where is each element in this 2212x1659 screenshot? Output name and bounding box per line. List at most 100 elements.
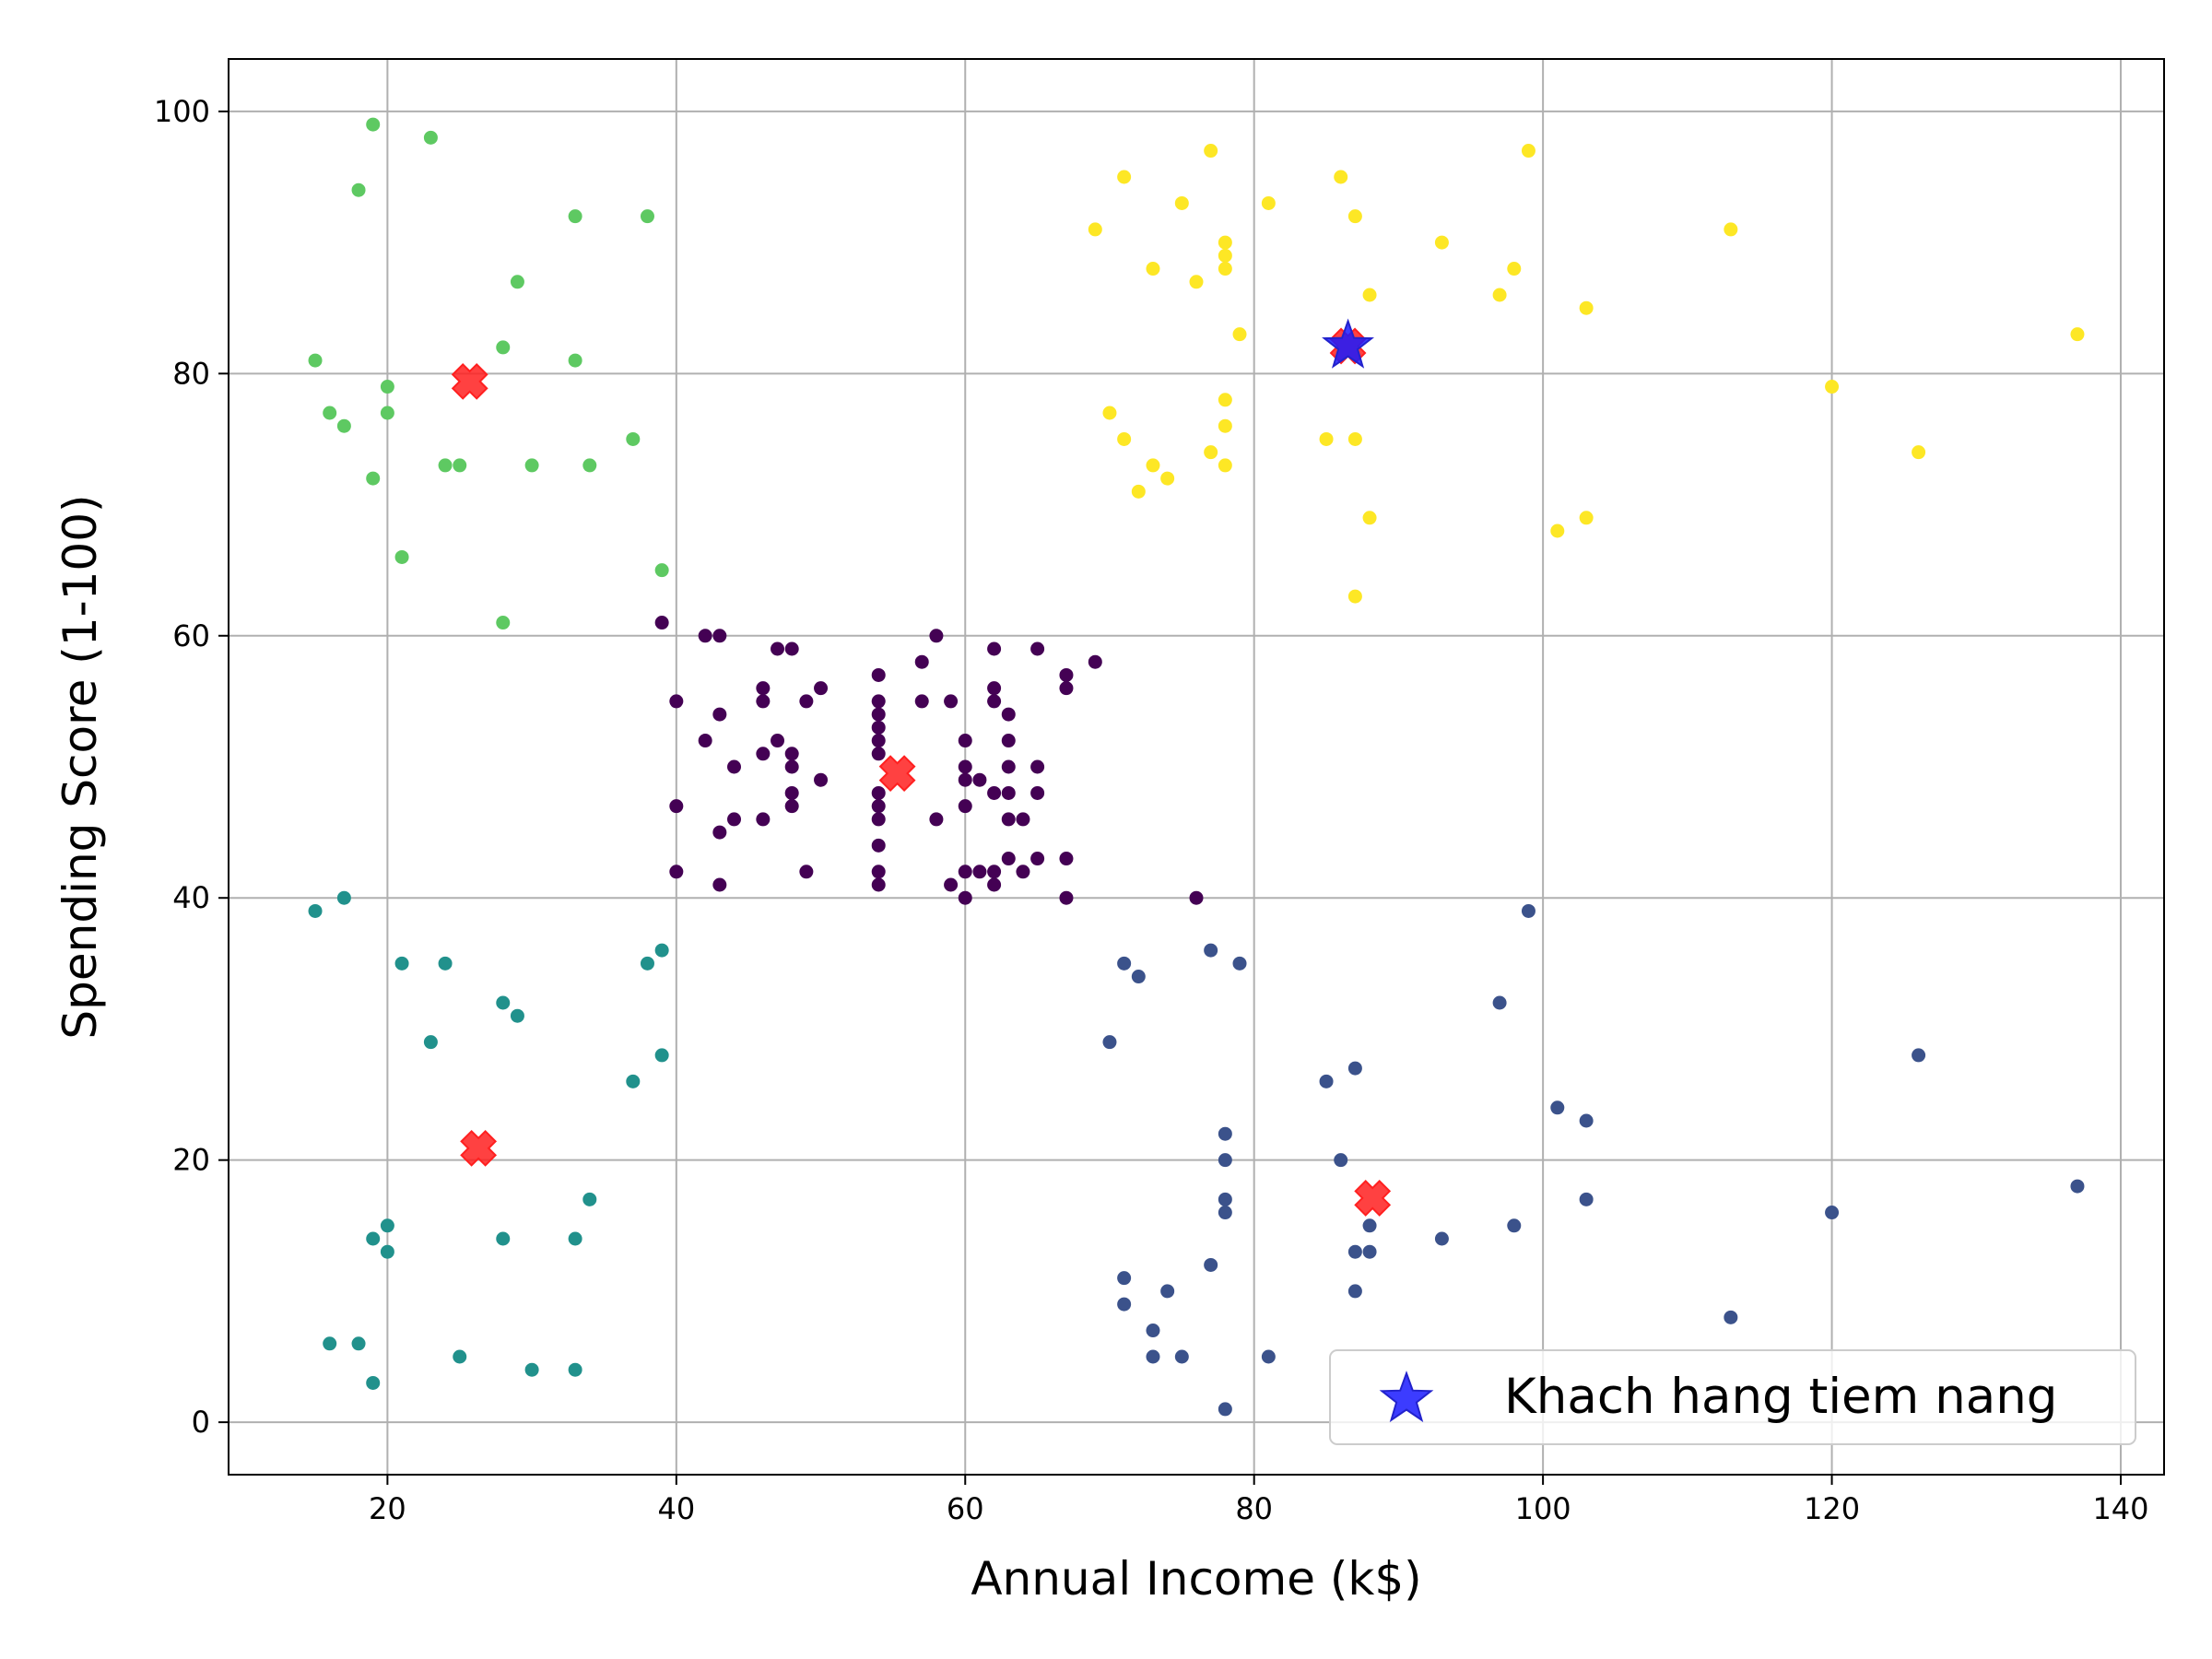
data-point (784, 759, 799, 774)
data-point (380, 406, 394, 420)
data-point (756, 694, 771, 709)
data-point (799, 865, 814, 879)
data-point (784, 785, 799, 800)
data-point (1174, 195, 1189, 210)
data-point (308, 903, 323, 918)
data-point (1507, 1218, 1522, 1233)
data-point (1204, 445, 1218, 460)
data-point (1030, 785, 1045, 800)
y-axis-label: Spending Score (1-100) (53, 494, 107, 1039)
data-point (1362, 511, 1377, 525)
x-tick-label: 40 (657, 1491, 695, 1526)
data-point (958, 865, 972, 879)
data-point (380, 1218, 394, 1233)
data-point (1362, 288, 1377, 302)
data-point (654, 616, 669, 630)
data-point (1550, 524, 1565, 538)
data-point (1131, 484, 1146, 499)
data-point (1218, 1153, 1232, 1168)
data-point (496, 340, 511, 355)
data-point (1160, 1284, 1175, 1299)
data-point (1218, 248, 1232, 263)
data-point (640, 209, 654, 224)
legend-star (1379, 1371, 1434, 1423)
centroid-marker (1354, 1179, 1392, 1217)
data-point (1492, 995, 1507, 1010)
data-point (871, 720, 886, 735)
data-point (987, 865, 1002, 879)
data-point (1362, 1218, 1377, 1233)
data-point (871, 812, 886, 827)
data-point (1146, 1324, 1160, 1338)
data-point (756, 681, 771, 696)
data-point (1912, 445, 1926, 460)
data-point (712, 877, 727, 892)
data-point (626, 1074, 641, 1088)
data-point (366, 1375, 381, 1390)
data-point (987, 681, 1002, 696)
axis-ticks: 20 40 60 80 100 120 140 0 20 40 60 80 100 (154, 94, 2149, 1526)
data-point (871, 667, 886, 682)
x-tick-label: 100 (1515, 1491, 1571, 1526)
legend-star-icon (1379, 1371, 1434, 1423)
x-tick-label: 120 (1804, 1491, 1860, 1526)
data-point (453, 458, 467, 473)
data-point (568, 353, 582, 368)
data-point (972, 772, 987, 787)
data-point (1334, 170, 1348, 184)
y-tick-label: 100 (154, 94, 210, 129)
x-tick-label: 140 (2092, 1491, 2148, 1526)
data-point (958, 759, 972, 774)
data-point (1218, 1126, 1232, 1141)
data-point (380, 1244, 394, 1259)
data-point (582, 1192, 597, 1206)
data-point (496, 616, 511, 630)
x-tick-label: 20 (369, 1491, 406, 1526)
data-point (1001, 852, 1016, 866)
data-point (1261, 1349, 1276, 1364)
data-point (799, 694, 814, 709)
data-point (814, 681, 829, 696)
data-point (510, 1008, 524, 1023)
data-point (1117, 1297, 1132, 1312)
data-point (1434, 235, 1449, 250)
data-point (336, 418, 351, 433)
data-point (438, 458, 453, 473)
data-point (784, 747, 799, 761)
data-point (1160, 471, 1175, 486)
data-point (323, 1336, 337, 1351)
data-point (958, 734, 972, 748)
data-point (654, 943, 669, 958)
data-point (1218, 1206, 1232, 1220)
data-point (568, 1362, 582, 1377)
data-point (366, 471, 381, 486)
data-point (1319, 1074, 1334, 1088)
data-point (871, 838, 886, 853)
data-point (771, 641, 785, 656)
data-point (871, 747, 886, 761)
y-tick-label: 60 (172, 618, 210, 653)
data-point (1347, 1244, 1362, 1259)
data-point (871, 694, 886, 709)
data-point (987, 877, 1002, 892)
data-point (1319, 431, 1334, 446)
data-point (524, 1362, 539, 1377)
data-point (1521, 903, 1535, 918)
data-point (1059, 667, 1074, 682)
data-point (871, 799, 886, 814)
data-point (698, 734, 712, 748)
data-point (1102, 406, 1117, 420)
data-point (336, 890, 351, 905)
data-point (1492, 288, 1507, 302)
data-point (1507, 262, 1522, 276)
data-point (1030, 759, 1045, 774)
data-point (1016, 812, 1030, 827)
data-point (987, 641, 1002, 656)
data-point (727, 812, 742, 827)
data-point (654, 1048, 669, 1063)
data-point (1347, 431, 1362, 446)
y-tick-label: 20 (172, 1143, 210, 1178)
data-point (784, 641, 799, 656)
x-tick-label: 60 (947, 1491, 984, 1526)
